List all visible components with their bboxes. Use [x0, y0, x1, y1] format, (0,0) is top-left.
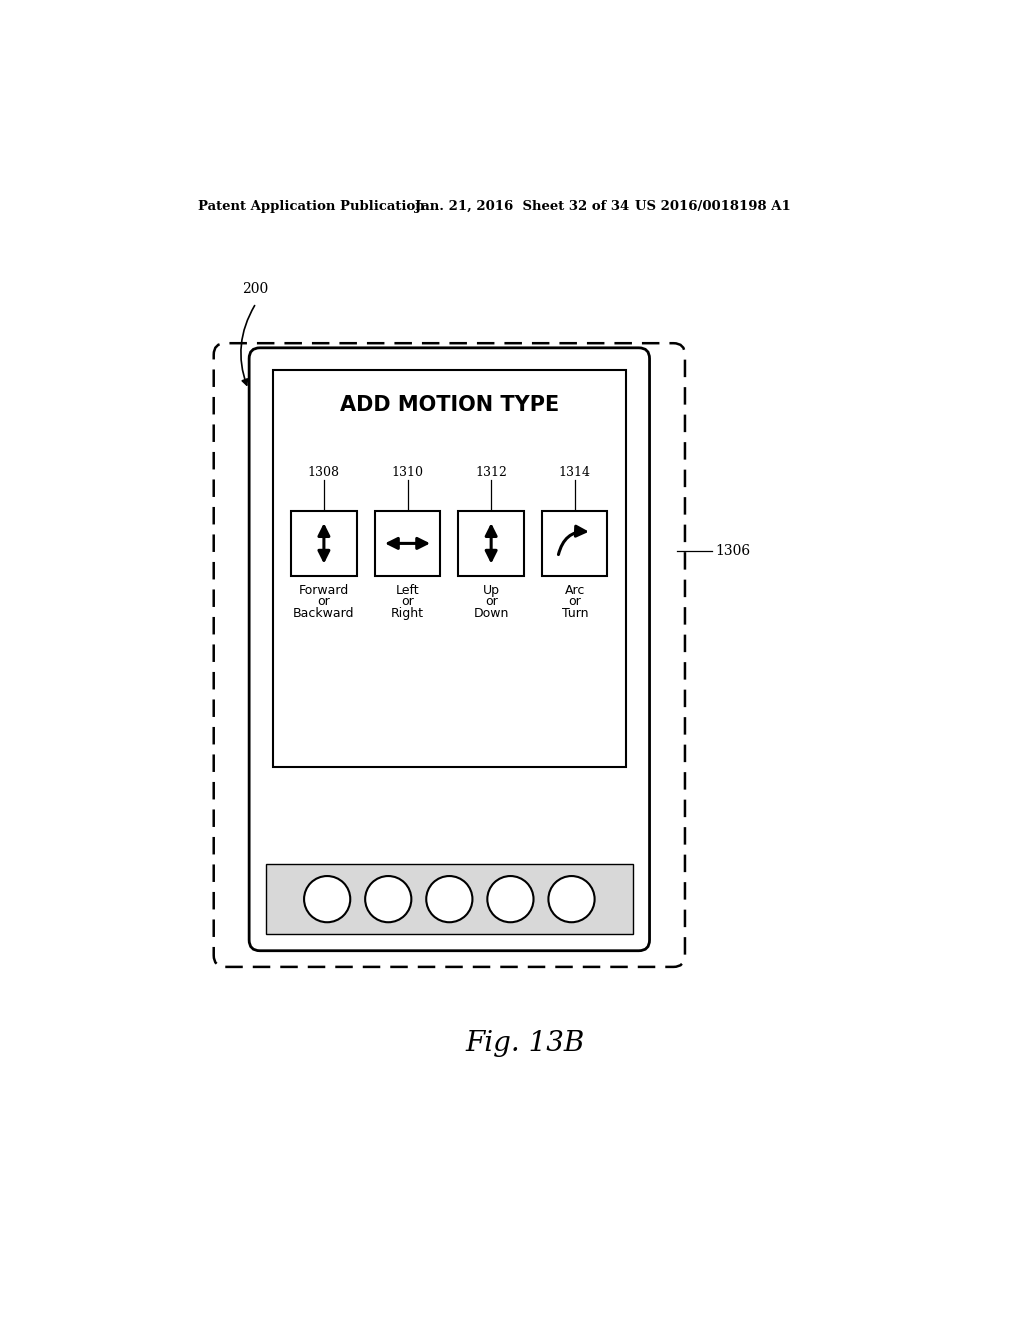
Text: or: or	[317, 595, 331, 609]
Text: 200: 200	[243, 282, 268, 296]
FancyBboxPatch shape	[214, 343, 685, 966]
Bar	[459, 511, 524, 576]
Circle shape	[426, 876, 472, 923]
Text: 1306: 1306	[716, 544, 751, 558]
Bar	[542, 511, 607, 576]
Text: or: or	[401, 595, 414, 609]
Text: Down: Down	[473, 607, 509, 620]
Circle shape	[304, 876, 350, 923]
Text: 1308: 1308	[308, 466, 340, 479]
Text: Jan. 21, 2016  Sheet 32 of 34: Jan. 21, 2016 Sheet 32 of 34	[416, 199, 630, 213]
Text: Patent Application Publication: Patent Application Publication	[199, 199, 425, 213]
Bar	[375, 511, 440, 576]
Text: Forward: Forward	[299, 583, 349, 597]
Circle shape	[366, 876, 412, 923]
Text: ADD MOTION TYPE: ADD MOTION TYPE	[340, 395, 559, 414]
Circle shape	[549, 876, 595, 923]
Text: US 2016/0018198 A1: US 2016/0018198 A1	[635, 199, 791, 213]
Text: Arc: Arc	[564, 583, 585, 597]
FancyBboxPatch shape	[249, 348, 649, 950]
Text: Left: Left	[395, 583, 420, 597]
Bar	[291, 511, 356, 576]
Text: or: or	[484, 595, 498, 609]
Bar	[266, 865, 633, 933]
Text: 1312: 1312	[475, 466, 507, 479]
Circle shape	[487, 876, 534, 923]
Text: 1310: 1310	[391, 466, 424, 479]
Text: Right: Right	[391, 607, 424, 620]
Text: Turn: Turn	[561, 607, 588, 620]
Text: Backward: Backward	[293, 607, 354, 620]
FancyArrowPatch shape	[558, 527, 586, 554]
Text: 1314: 1314	[559, 466, 591, 479]
Text: Up: Up	[482, 583, 500, 597]
Text: or: or	[568, 595, 582, 609]
Bar	[273, 370, 626, 767]
Text: Fig. 13B: Fig. 13B	[465, 1031, 585, 1057]
FancyArrowPatch shape	[241, 305, 255, 385]
